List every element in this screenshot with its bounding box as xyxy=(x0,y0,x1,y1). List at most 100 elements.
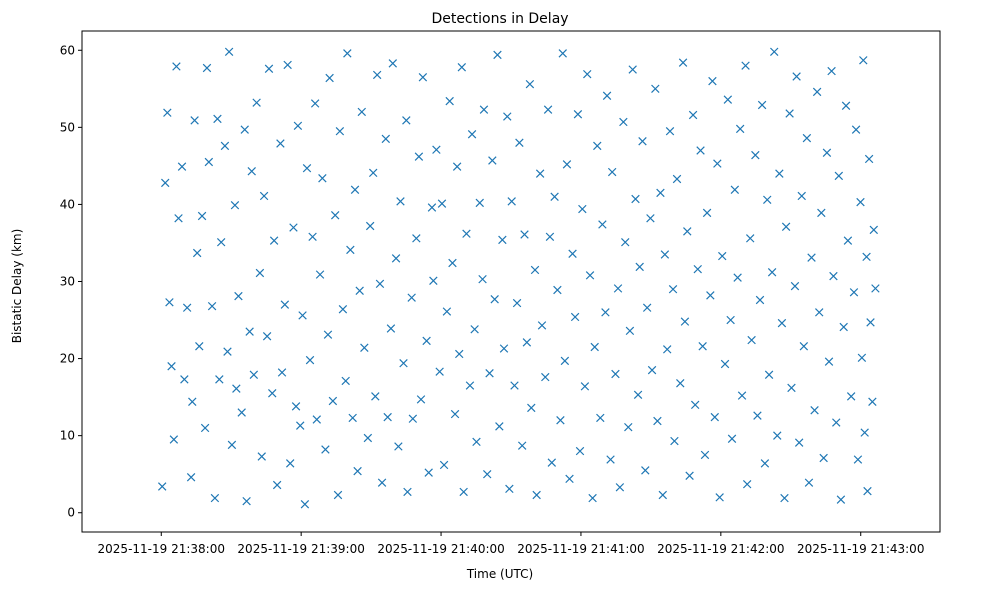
data-point xyxy=(459,487,468,497)
data-point xyxy=(293,121,303,131)
data-point xyxy=(470,325,479,334)
data-point xyxy=(777,318,787,328)
data-point xyxy=(698,342,707,351)
data-point xyxy=(495,422,504,431)
x-tick-label: 2025-11-19 21:41:00 xyxy=(517,542,644,556)
data-point xyxy=(580,382,590,391)
data-point xyxy=(355,286,364,295)
data-point xyxy=(807,253,816,262)
data-point xyxy=(450,409,460,419)
data-point xyxy=(702,208,712,218)
data-point xyxy=(641,466,650,475)
data-point xyxy=(381,134,391,144)
data-point xyxy=(846,392,856,401)
data-point xyxy=(607,167,617,177)
data-point xyxy=(665,126,675,136)
data-point xyxy=(375,279,385,289)
data-point xyxy=(653,416,662,426)
data-point xyxy=(621,237,630,247)
data-point xyxy=(804,478,814,487)
data-point xyxy=(851,125,861,134)
data-point xyxy=(737,391,747,400)
data-point xyxy=(302,163,312,173)
data-point xyxy=(298,311,307,320)
data-point xyxy=(860,428,869,437)
data-point xyxy=(535,169,545,178)
data-point xyxy=(787,383,796,393)
data-point xyxy=(167,362,176,371)
data-point xyxy=(631,194,640,204)
data-point xyxy=(383,412,392,422)
data-point xyxy=(210,493,220,503)
data-point xyxy=(635,262,644,272)
data-point xyxy=(396,197,405,206)
data-point xyxy=(651,84,660,94)
data-point xyxy=(857,353,867,363)
data-point xyxy=(391,254,401,263)
data-point xyxy=(220,141,230,151)
data-point xyxy=(815,308,824,317)
data-point xyxy=(505,484,514,494)
data-point xyxy=(794,438,804,447)
data-point xyxy=(300,500,310,509)
data-point xyxy=(343,49,352,58)
data-point xyxy=(638,136,647,146)
data-point xyxy=(672,174,682,184)
data-point xyxy=(520,230,529,239)
data-point xyxy=(802,133,812,143)
data-point xyxy=(700,450,710,460)
data-point xyxy=(747,335,756,345)
data-point xyxy=(412,234,421,243)
data-point xyxy=(245,327,254,336)
data-point xyxy=(670,436,679,446)
data-point xyxy=(493,50,502,60)
y-axis-label: Bistatic Delay (km) xyxy=(10,229,24,344)
data-point xyxy=(249,370,259,379)
data-point xyxy=(488,156,497,165)
data-point xyxy=(824,357,834,366)
data-point xyxy=(676,379,685,388)
data-point xyxy=(578,204,587,214)
data-point xyxy=(418,73,428,82)
data-point xyxy=(333,490,343,500)
data-point xyxy=(680,317,690,326)
data-point xyxy=(713,159,722,168)
data-point xyxy=(490,295,499,304)
data-point xyxy=(264,64,274,73)
data-point xyxy=(276,139,285,148)
data-point xyxy=(403,487,412,497)
data-point xyxy=(157,482,167,491)
y-tick-label: 10 xyxy=(60,429,75,443)
data-point xyxy=(678,58,688,67)
data-point xyxy=(530,265,540,275)
data-point xyxy=(252,98,261,107)
data-point xyxy=(628,65,637,74)
data-point xyxy=(242,496,251,506)
data-point xyxy=(445,96,454,106)
data-point xyxy=(633,390,643,400)
data-point xyxy=(200,423,210,433)
data-point xyxy=(727,434,737,443)
data-point xyxy=(863,486,872,496)
data-point xyxy=(475,198,484,208)
data-point xyxy=(422,336,431,346)
data-point xyxy=(215,375,224,384)
x-tick-label: 2025-11-19 21:38:00 xyxy=(98,542,225,556)
x-tick-label: 2025-11-19 21:39:00 xyxy=(237,542,364,556)
data-point xyxy=(448,258,457,268)
data-point xyxy=(598,220,607,229)
data-point xyxy=(439,460,449,470)
data-point xyxy=(172,62,181,71)
data-point xyxy=(770,47,779,57)
data-point xyxy=(767,268,777,277)
data-point xyxy=(257,452,266,461)
data-point xyxy=(259,191,269,201)
data-point xyxy=(407,293,416,302)
x-tick-label: 2025-11-19 21:40:00 xyxy=(377,542,504,556)
data-point xyxy=(399,358,408,368)
data-point xyxy=(720,359,730,369)
data-point xyxy=(690,400,700,410)
data-point xyxy=(866,318,875,327)
data-point xyxy=(568,249,577,258)
